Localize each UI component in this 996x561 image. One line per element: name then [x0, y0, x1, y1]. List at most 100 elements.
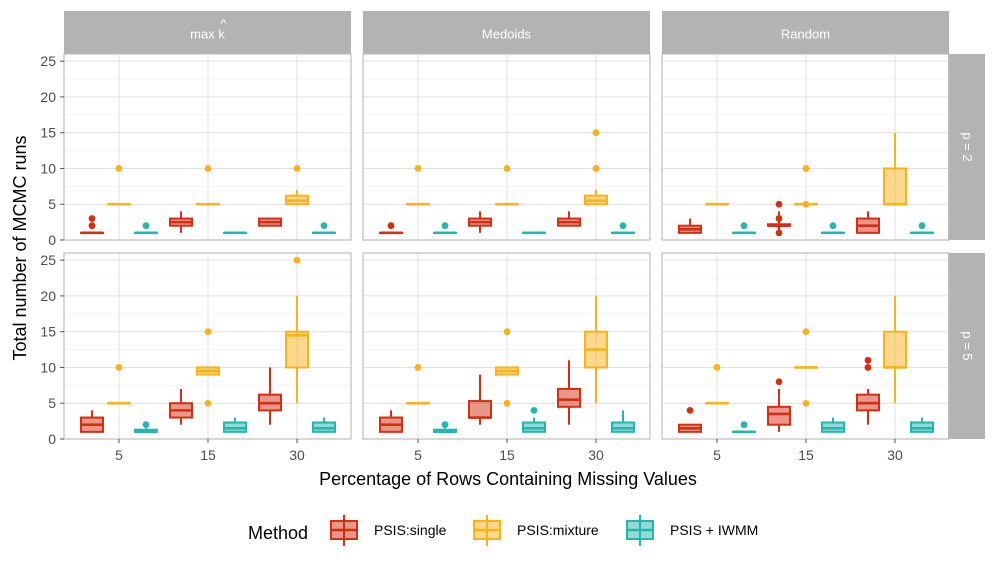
- panel-medoids-p-5: 5 15 30: [362, 252, 651, 463]
- outlier-point: [320, 222, 328, 230]
- box-psis-mixture-x15: [794, 165, 818, 208]
- box-psis-mixture-x30: [584, 129, 608, 206]
- outlier-point: [740, 222, 748, 230]
- legend-title: Method: [248, 523, 308, 543]
- outlier-point: [441, 222, 449, 230]
- box-psis-mixture-x5: [705, 364, 729, 405]
- box-psis-iwmm-x5: [134, 222, 158, 235]
- facet-label-max-k: max k: [190, 27, 225, 42]
- x-tick-label: 15: [499, 447, 515, 463]
- outlier-point: [204, 165, 212, 172]
- box-psis-single-x15: [767, 200, 791, 237]
- box-psis-single-x5: [379, 222, 403, 235]
- y-tick-label: 0: [48, 232, 56, 248]
- box-psis-iwmm-x30: [910, 417, 934, 433]
- box-psis-mixture-x15: [196, 328, 220, 407]
- x-tick-label: 5: [115, 447, 123, 463]
- facet-label-hat: ^: [221, 17, 227, 31]
- box-psis-single-x5: [80, 410, 104, 433]
- outlier-point: [503, 328, 511, 336]
- y-tick-label: 25: [40, 252, 56, 268]
- x-tick-label: 5: [414, 447, 422, 463]
- box-psis-iwmm-x5: [433, 222, 457, 235]
- y-axis-title: Total number of MCMC runs: [10, 135, 30, 360]
- outlier-point: [775, 229, 783, 237]
- box-psis-mixture-x5: [107, 165, 131, 206]
- y-tick-label: 20: [40, 288, 56, 304]
- box-psis-mixture-x15: [495, 328, 519, 407]
- box-psis-iwmm-x30: [611, 410, 635, 433]
- outlier-point: [802, 200, 810, 208]
- y-tick-label: 0: [48, 431, 56, 447]
- box-psis-iwmm-x5: [134, 421, 158, 434]
- outlier-point: [293, 165, 301, 172]
- box-psis-iwmm-x30: [910, 222, 934, 235]
- box-body: [767, 405, 791, 426]
- facet-strip-max-k: [64, 11, 351, 54]
- panel-border: [362, 53, 651, 241]
- outlier-point: [864, 356, 872, 364]
- y-tick-label: 15: [40, 125, 56, 141]
- box-body: [468, 400, 492, 419]
- outlier-point: [441, 421, 449, 429]
- outlier-point: [204, 399, 212, 407]
- box-psis-iwmm-x5: [732, 421, 756, 434]
- legend-item-psis-iwmm: PSIS + IWMM: [626, 515, 758, 546]
- x-axis-title: Percentage of Rows Containing Missing Va…: [319, 469, 697, 489]
- panel-border: [661, 53, 950, 241]
- outlier-point: [619, 222, 627, 230]
- box-psis-mixture-x30: [883, 132, 907, 206]
- panel-medoids-p-2: [362, 53, 651, 241]
- outlier-point: [802, 328, 810, 336]
- box-psis-mixture-x30: [883, 295, 907, 404]
- outlier-point: [503, 399, 511, 407]
- outlier-point: [414, 364, 422, 371]
- box-psis-single-x5: [379, 410, 403, 433]
- box-psis-iwmm-x30: [312, 417, 336, 433]
- box-psis-single-x15: [468, 211, 492, 233]
- facet-strip-medoids: [363, 11, 650, 54]
- outlier-point: [592, 129, 600, 137]
- outlier-point: [918, 222, 926, 230]
- panel-max-k-p-2: 0 5 10 15 20 25: [40, 53, 352, 248]
- legend: Method PSIS:single PSIS:mixture PSIS + IWMM: [248, 515, 758, 546]
- outlier-point: [503, 165, 511, 172]
- x-tick-label: 30: [588, 447, 604, 463]
- outlier-point: [686, 406, 694, 414]
- panel-random-p-2: [661, 53, 950, 241]
- box-psis-iwmm-x5: [433, 421, 457, 434]
- box-psis-mixture-x30: [285, 256, 309, 404]
- box-psis-single-x30: [557, 360, 581, 425]
- outlier-point: [775, 378, 783, 386]
- box-psis-mixture-x30: [285, 165, 309, 206]
- y-tick-label: 10: [40, 359, 56, 375]
- box-psis-iwmm-x30: [611, 222, 635, 235]
- box-psis-mixture-x30: [584, 295, 608, 404]
- box-psis-iwmm-x15: [223, 417, 247, 433]
- legend-item-psis-single: PSIS:single: [330, 515, 447, 546]
- facet-strip-random: [662, 11, 949, 54]
- outlier-point: [713, 364, 721, 371]
- facet-label-p-2: p = 2: [960, 132, 975, 161]
- box-psis-single-x5: [678, 406, 702, 433]
- facet-label-medoids: Medoids: [482, 27, 532, 42]
- box-psis-single-x30: [856, 211, 880, 234]
- facet-label-p-5: p = 5: [960, 331, 975, 360]
- outlier-point: [293, 256, 301, 264]
- outlier-point: [115, 364, 123, 371]
- box-psis-iwmm-x15: [821, 222, 845, 235]
- box-psis-iwmm-x5: [732, 222, 756, 235]
- y-tick-label: 20: [40, 89, 56, 105]
- box-psis-mixture-x15: [794, 328, 818, 407]
- y-tick-label: 5: [48, 196, 56, 212]
- y-tick-label: 10: [40, 160, 56, 176]
- facet-strip-p-5: [948, 253, 985, 439]
- box-psis-single-x15: [169, 211, 193, 233]
- panel-max-k-p-5: 0 5 10 15 20 25 5 15 30: [40, 252, 352, 463]
- x-tick-label: 5: [713, 447, 721, 463]
- box-psis-mixture-x5: [406, 364, 430, 405]
- box-psis-single-x5: [80, 215, 104, 235]
- legend-label: PSIS + IWMM: [670, 522, 758, 538]
